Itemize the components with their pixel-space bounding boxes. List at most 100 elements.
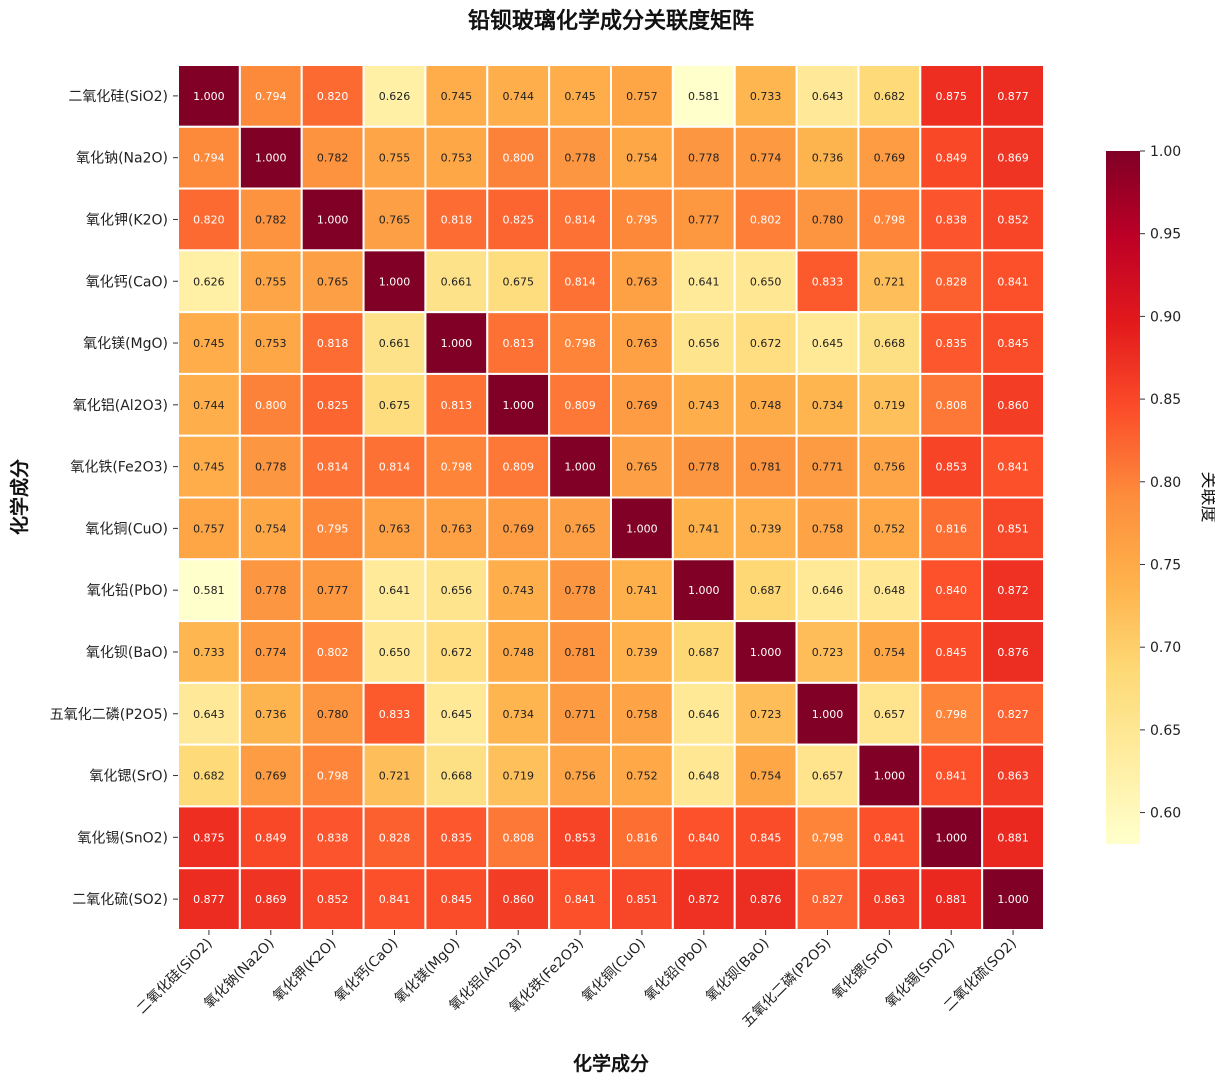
- cell-value-label: 0.763: [626, 337, 658, 350]
- heatmap-cell: [548, 743, 613, 808]
- colorbar-ticks: 0.60 0.65 0.70 0.75 0.80 0.85 0.90 0.95 1.00: [1140, 144, 1181, 822]
- heatmap-cell: [857, 311, 922, 375]
- cell-value-label: 0.814: [317, 461, 349, 474]
- cell-value-label: 0.765: [564, 522, 596, 535]
- cell-value-label: 0.841: [874, 831, 906, 844]
- heatmap-cell: [610, 620, 674, 684]
- heatmap-cell: [610, 64, 674, 128]
- cell-value-label: 0.853: [935, 461, 967, 474]
- heatmap-cell: [857, 867, 922, 932]
- cell-value-label: 0.851: [997, 522, 1029, 535]
- heatmap-cell: [919, 805, 984, 870]
- heatmap-cell: [424, 434, 489, 499]
- cell-value-label: 0.818: [441, 213, 473, 226]
- chart-title: 铅钡玻璃化学成分关联度矩阵: [468, 8, 754, 34]
- cell-value-label: 0.802: [750, 213, 782, 226]
- cell-value-label: 0.860: [997, 399, 1029, 412]
- cell-value-label: 0.813: [502, 337, 534, 350]
- cell-value-label: 0.872: [688, 893, 720, 906]
- heatmap-cell: [919, 249, 984, 314]
- heatmap-cell: [610, 311, 674, 375]
- x-tick-label: 氧化钙(CaO): [332, 936, 402, 1006]
- cell-value-label: 0.840: [688, 831, 720, 844]
- cell-value-label: 0.802: [317, 646, 349, 659]
- cell-value-label: 0.723: [812, 646, 844, 659]
- heatmap-cell: [919, 125, 984, 190]
- heatmap-cell: [362, 372, 427, 437]
- cell-value-label: 0.739: [750, 522, 782, 535]
- heatmap-cell: [486, 743, 551, 808]
- cell-value-label: 0.687: [688, 646, 720, 659]
- heatmap-cell: [671, 125, 736, 190]
- cell-value-label: 0.780: [812, 213, 844, 226]
- cell-value-label: 0.798: [935, 708, 967, 721]
- heatmap-cell: [919, 620, 984, 684]
- cell-value-label: 0.752: [626, 770, 658, 783]
- cell-value-label: 0.841: [935, 770, 967, 783]
- heatmap-cell: [486, 249, 551, 314]
- cell-value-label: 0.757: [193, 522, 225, 535]
- cell-value-label: 0.723: [750, 708, 782, 721]
- cell-value-label: 0.838: [935, 213, 967, 226]
- cell-value-label: 0.739: [626, 646, 658, 659]
- heatmap-cell: [795, 249, 860, 314]
- cell-value-label: 0.757: [626, 90, 658, 103]
- heatmap-cell: [981, 681, 1046, 746]
- heatmap-cell: [671, 558, 736, 623]
- heatmap-cell: [981, 867, 1046, 932]
- heatmap-cell: [981, 496, 1046, 561]
- cell-value-label: 0.719: [874, 399, 906, 412]
- heatmap-cell: [671, 187, 736, 252]
- cell-value-label: 0.841: [997, 461, 1029, 474]
- heatmap-cell: [424, 805, 489, 870]
- cell-value-label: 0.641: [688, 275, 720, 288]
- heatmap-cell: [795, 372, 860, 437]
- cell-value-label: 0.778: [564, 584, 596, 597]
- cell-value-label: 0.845: [750, 831, 782, 844]
- heatmap-cell: [486, 372, 551, 437]
- y-axis-label: 化学成分: [8, 459, 31, 535]
- x-tick-label: 氧化钾(K2O): [270, 936, 339, 1005]
- heatmap-cell: [548, 125, 613, 190]
- y-tick-label: 二氧化硫(SO2): [72, 892, 168, 908]
- colorbar-tick-label: 0.65: [1150, 723, 1181, 739]
- cell-value-label: 0.752: [874, 522, 906, 535]
- cell-value-label: 0.798: [812, 831, 844, 844]
- heatmap-cell: [857, 496, 922, 561]
- heatmap-cell: [238, 681, 303, 746]
- heatmap-cell: [981, 187, 1046, 252]
- y-tick-label: 氧化铜(CuO): [85, 521, 168, 537]
- heatmap-cell: [424, 620, 489, 684]
- heatmap-cell: [610, 372, 674, 437]
- heatmap-cell: [733, 805, 798, 870]
- cell-value-label: 0.769: [626, 399, 658, 412]
- heatmap-cell: [300, 743, 365, 808]
- cell-value-label: 0.736: [812, 152, 844, 165]
- cell-value-label: 0.657: [874, 708, 906, 721]
- cell-value-label: 0.745: [441, 90, 473, 103]
- heatmap-cell: [300, 187, 365, 252]
- cell-value-label: 0.795: [626, 213, 658, 226]
- cell-value-label: 0.869: [255, 893, 287, 906]
- y-tick-label: 氧化铁(Fe2O3): [70, 460, 168, 476]
- cell-value-label: 0.841: [379, 893, 411, 906]
- heatmap-cell: [177, 187, 241, 252]
- cell-value-label: 0.753: [441, 152, 473, 165]
- cell-value-label: 0.745: [193, 337, 225, 350]
- cell-value-label: 0.781: [564, 646, 596, 659]
- cell-value-label: 1.000: [193, 90, 225, 103]
- cell-value-label: 0.672: [441, 646, 473, 659]
- cell-value-label: 1.000: [441, 337, 473, 350]
- cell-value-label: 0.827: [812, 893, 844, 906]
- cell-value-label: 0.778: [255, 461, 287, 474]
- heatmap-cells: 1.000 0.794 0.820 0.626 0.745 0.744 0.745 0.757…: [177, 64, 1046, 932]
- heatmap-cell: [300, 434, 365, 499]
- cell-value-label: 0.771: [812, 461, 844, 474]
- cell-value-label: 0.814: [379, 461, 411, 474]
- x-tick-label: 氧化铅(PbO): [642, 936, 711, 1005]
- cell-value-label: 0.881: [997, 831, 1029, 844]
- cell-value-label: 0.835: [935, 337, 967, 350]
- heatmap-cell: [610, 187, 674, 252]
- heatmap-cell: [795, 311, 860, 375]
- y-axis-ticks: 二氧化硅(SiO2) 氧化钠(Na2O) 氧化钾(K2O) 氧化钙(CaO) 氧化镁(M…: [50, 89, 178, 908]
